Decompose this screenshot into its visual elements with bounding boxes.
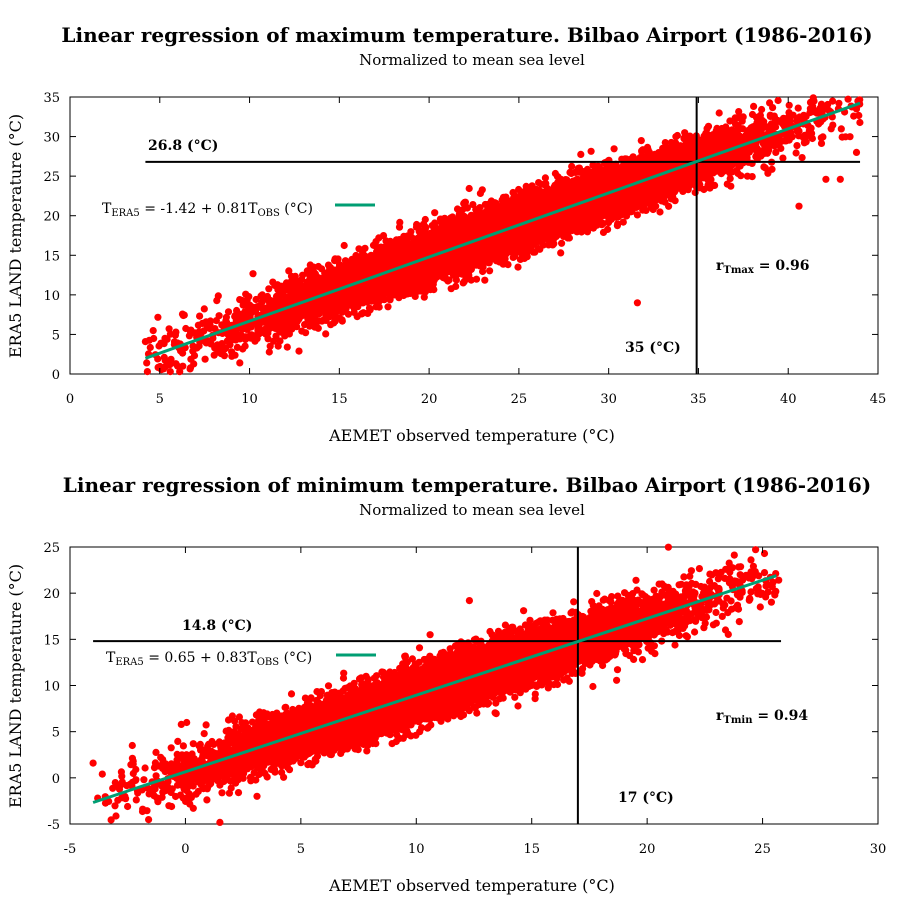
data-point xyxy=(340,241,348,250)
data-point xyxy=(779,154,787,162)
data-point xyxy=(224,308,233,316)
scatter-points xyxy=(141,94,864,376)
data-point xyxy=(656,208,664,216)
chart-title: Linear regression of maximum temperature… xyxy=(61,23,872,47)
data-point xyxy=(599,228,608,236)
data-point xyxy=(760,163,768,171)
data-point xyxy=(431,209,439,217)
plot-frame xyxy=(69,96,879,375)
data-point xyxy=(344,310,352,318)
data-point xyxy=(241,342,249,350)
chart-tmax: Linear regression of maximum temperature… xyxy=(6,23,886,445)
data-point xyxy=(476,189,484,197)
data-point xyxy=(295,347,303,355)
data-point xyxy=(785,101,793,109)
data-point xyxy=(727,182,735,190)
data-point xyxy=(265,285,273,293)
chart-subtitle: Normalized to mean sea level xyxy=(359,51,585,69)
data-point xyxy=(673,131,682,140)
data-point xyxy=(476,204,484,212)
data-point xyxy=(472,275,481,283)
data-point xyxy=(792,149,800,157)
